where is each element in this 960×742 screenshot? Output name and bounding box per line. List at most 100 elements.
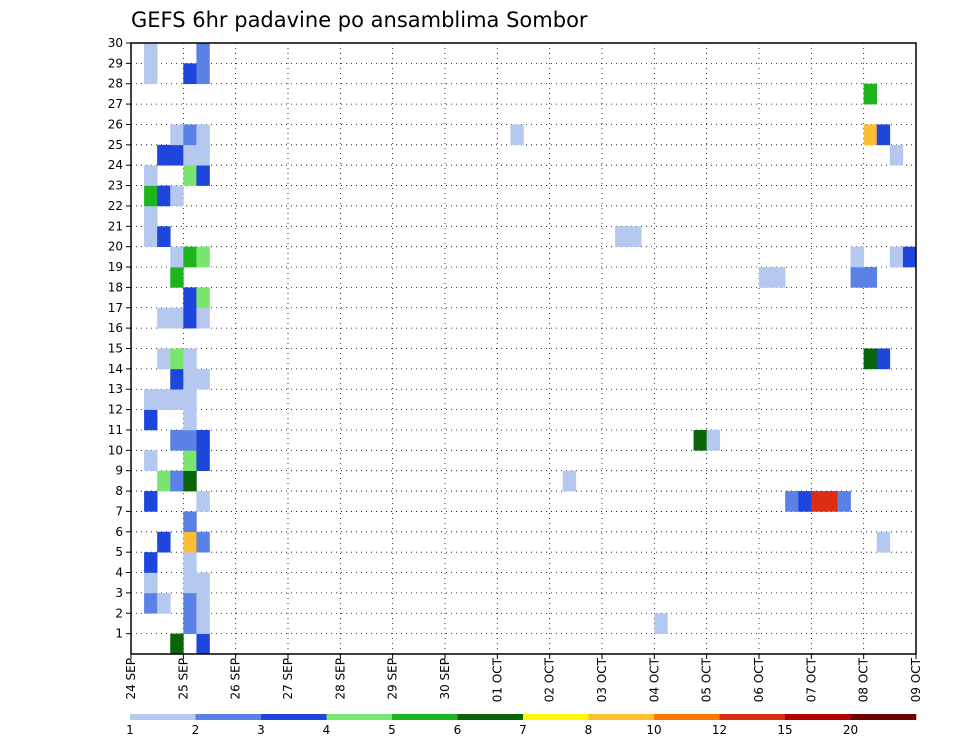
- legend-label: 2: [192, 723, 200, 737]
- x-tick-label: 05 OCT: [700, 657, 714, 702]
- legend-swatch: [261, 714, 327, 720]
- heatmap-cell: [693, 429, 707, 451]
- legend-label: 4: [323, 723, 331, 737]
- y-tick-label: 22: [108, 199, 123, 213]
- x-tick-label: 24 SEP: [124, 658, 138, 700]
- x-tick-label: 04 OCT: [647, 657, 661, 702]
- heatmap-cell: [144, 450, 158, 471]
- y-tick-label: 21: [108, 219, 123, 233]
- heatmap-cell: [562, 470, 577, 492]
- heatmap-cell: [863, 348, 878, 370]
- legend-swatch: [392, 714, 458, 720]
- x-tick-label: 27 SEP: [281, 658, 295, 700]
- heatmap-cell: [183, 511, 197, 533]
- y-tick-label: 11: [108, 423, 123, 437]
- heatmap-cell: [785, 491, 799, 512]
- heatmap-cell: [170, 246, 184, 268]
- legend-swatch: [195, 714, 262, 720]
- heatmap-cell: [183, 613, 197, 634]
- x-tick-label: 03 OCT: [595, 657, 609, 702]
- heatmap-cell: [144, 389, 158, 410]
- y-tick-label: 24: [108, 158, 123, 172]
- y-tick-label: 19: [108, 260, 123, 274]
- x-tick-label: 30 SEP: [438, 658, 452, 700]
- heatmap-cell: [170, 470, 184, 492]
- heatmap-cell: [157, 531, 171, 553]
- heatmap-cell: [863, 83, 878, 105]
- heatmap-cell: [876, 348, 891, 370]
- heatmap-cell: [863, 267, 878, 288]
- heatmap-cell: [196, 307, 210, 329]
- x-tick-label: 07 OCT: [804, 657, 818, 702]
- y-tick-label: 2: [115, 606, 123, 620]
- heatmap-cells: [144, 43, 917, 655]
- heatmap-cell: [170, 267, 184, 288]
- heatmap-cell: [157, 226, 171, 247]
- y-tick-label: 5: [115, 545, 123, 559]
- heatmap-cell: [615, 226, 629, 247]
- y-tick-label: 28: [108, 77, 123, 91]
- heatmap-cell: [183, 368, 197, 390]
- y-tick-label: 26: [108, 117, 123, 131]
- heatmap-cell: [183, 531, 197, 553]
- heatmap-cell: [706, 429, 721, 451]
- heatmap-cell: [183, 165, 197, 186]
- heatmap-cell: [510, 124, 524, 146]
- legend-label: 6: [454, 723, 462, 737]
- heatmap-cell: [144, 185, 158, 207]
- heatmap-cell: [811, 491, 825, 512]
- heatmap-cell: [196, 144, 210, 166]
- heatmap-cell: [196, 531, 210, 553]
- heatmap-cell: [157, 307, 171, 329]
- legend-label: 15: [777, 723, 792, 737]
- heatmap-cell: [654, 613, 668, 634]
- heatmap-cell: [196, 633, 210, 655]
- heatmap-cell: [196, 43, 210, 64]
- x-tick-label: 28 SEP: [333, 658, 347, 700]
- heatmap-cell: [183, 389, 197, 410]
- y-axis: 1234567891011121314151617181920212223242…: [108, 36, 131, 641]
- heatmap-cell: [183, 429, 197, 451]
- heatmap-cell: [183, 552, 197, 573]
- heatmap-cell: [889, 144, 904, 166]
- heatmap-cell: [863, 124, 878, 146]
- heatmap-cell: [196, 246, 210, 268]
- heatmap-cell: [183, 144, 197, 166]
- y-tick-label: 25: [108, 138, 123, 152]
- heatmap-cell: [837, 491, 851, 512]
- heatmap-cell: [902, 246, 917, 268]
- x-tick-label: 25 SEP: [176, 658, 190, 700]
- y-tick-label: 9: [115, 464, 123, 478]
- legend-swatch: [326, 714, 393, 720]
- heatmap-cell: [196, 124, 210, 146]
- y-tick-label: 10: [108, 443, 123, 457]
- legend-swatch: [719, 714, 786, 720]
- heatmap-cell: [170, 144, 184, 166]
- heatmap-cell: [183, 450, 197, 471]
- x-tick-label: 02 OCT: [543, 657, 557, 702]
- legend-label: 8: [585, 723, 593, 737]
- y-tick-label: 7: [115, 504, 123, 518]
- y-tick-label: 4: [115, 566, 123, 580]
- color-legend: 1 2 3 4 5 6 7 8 10 12 15 20: [126, 714, 917, 737]
- heatmap-cell: [157, 389, 171, 410]
- heatmap-cell: [196, 165, 210, 186]
- y-tick-label: 16: [108, 321, 123, 335]
- y-tick-label: 30: [108, 36, 123, 50]
- heatmap-cell: [876, 124, 891, 146]
- legend-swatch: [785, 714, 851, 720]
- legend-label: 20: [843, 723, 858, 737]
- y-tick-label: 18: [108, 280, 123, 294]
- heatmap-cell: [183, 470, 197, 492]
- heatmap-cell: [183, 63, 197, 85]
- heatmap-cell: [196, 429, 210, 451]
- y-tick-label: 17: [108, 301, 123, 315]
- heatmap-cell: [772, 267, 786, 288]
- heatmap-cell: [183, 348, 197, 370]
- legend-label: 12: [712, 723, 727, 737]
- y-tick-label: 27: [108, 97, 123, 111]
- y-tick-label: 3: [115, 586, 123, 600]
- heatmap-cell: [170, 368, 184, 390]
- heatmap-cell: [157, 144, 171, 166]
